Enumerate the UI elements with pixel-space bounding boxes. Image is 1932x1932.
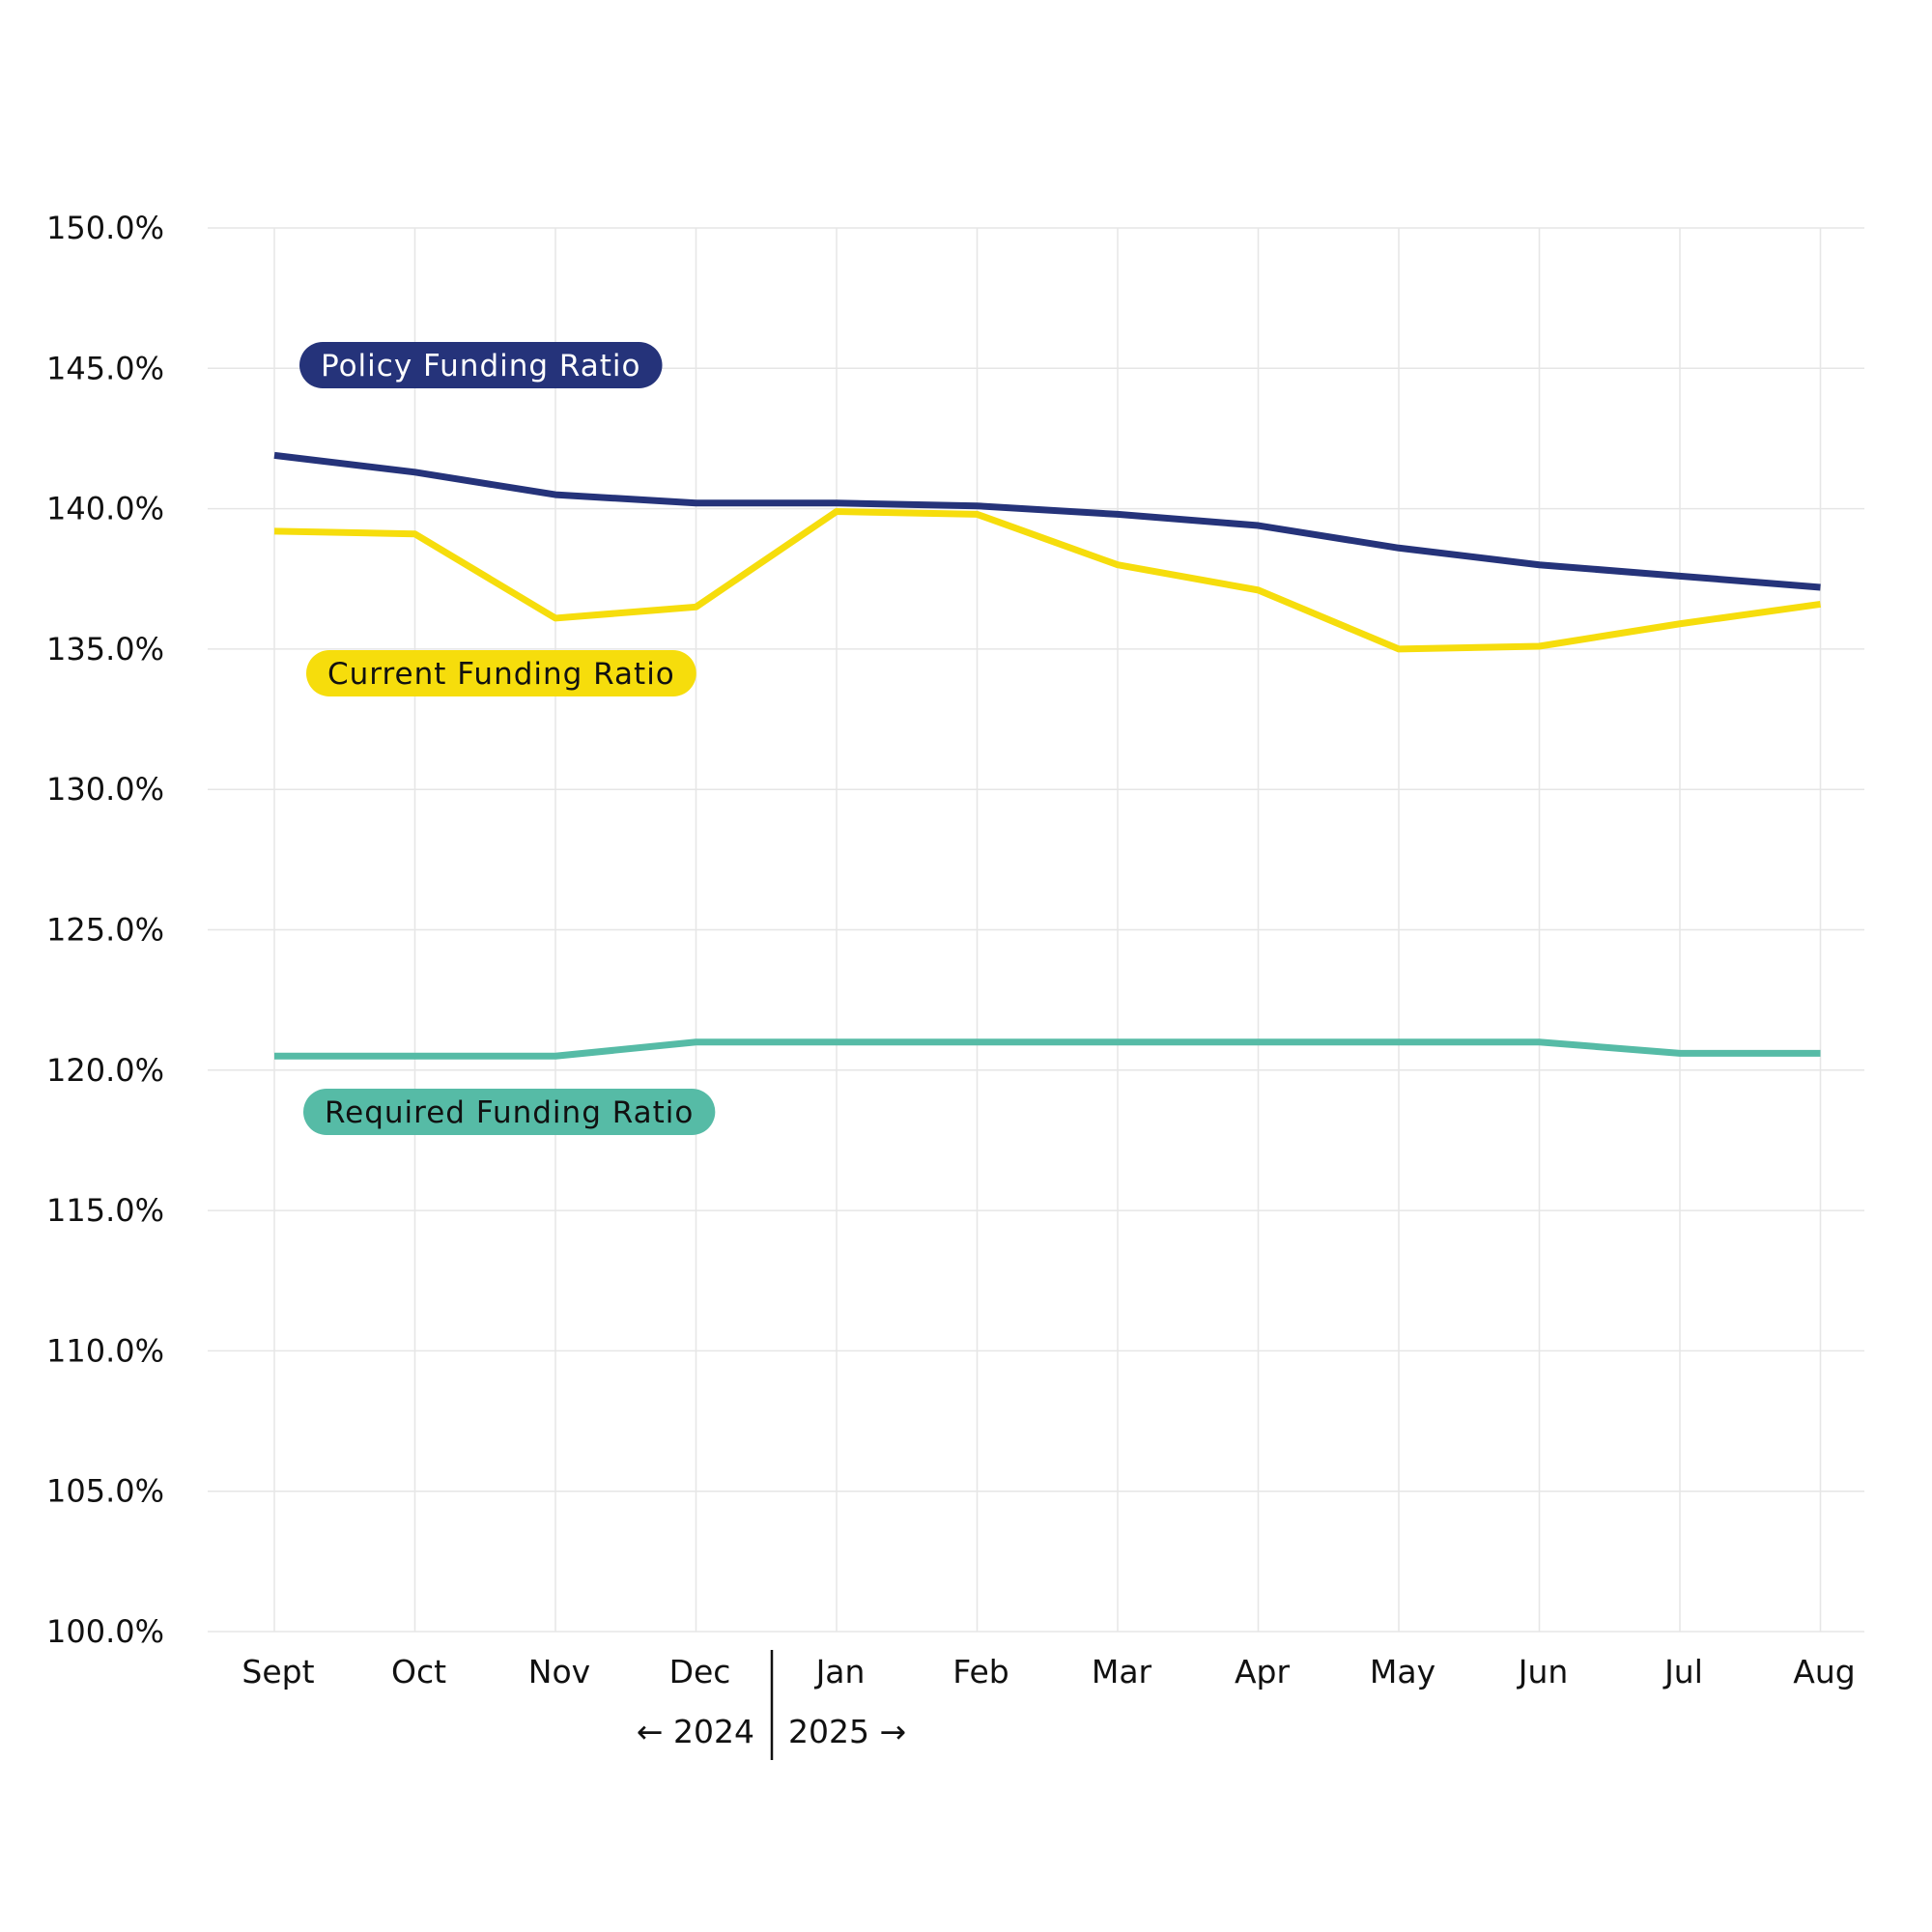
x-tick-label: Aug (1793, 1653, 1855, 1690)
legend-label-required-funding-ratio: Required Funding Ratio (325, 1095, 694, 1130)
x-tick-label: Feb (952, 1653, 1009, 1690)
y-tick-label: 115.0% (46, 1192, 164, 1229)
legend-required-funding-ratio: Required Funding Ratio (303, 1089, 716, 1135)
y-tick-label: 130.0% (46, 771, 164, 808)
y-tick-label: 125.0% (46, 912, 164, 949)
x-tick-label: Jun (1517, 1653, 1569, 1690)
x-tick-label: Nov (528, 1653, 590, 1690)
x-tick-label: Jul (1662, 1653, 1703, 1690)
series-layer (273, 451, 1821, 1060)
legend-label-current-funding-ratio: Current Funding Ratio (327, 657, 675, 692)
y-tick-label: 110.0% (46, 1332, 164, 1369)
x-tick-label: Dec (669, 1653, 731, 1690)
y-tick-label: 145.0% (46, 350, 164, 386)
legend-pill-policy-funding-ratio (299, 342, 663, 388)
x-tick-label: Sept (242, 1653, 314, 1690)
legend-pill-required-funding-ratio (303, 1089, 716, 1135)
x-tick-label: Oct (391, 1653, 446, 1690)
y-tick-label: 105.0% (46, 1473, 164, 1510)
x-tick-label: Apr (1235, 1653, 1291, 1690)
legend-layer: Policy Funding Ratio Current Funding Rati… (299, 342, 716, 1135)
legend-label-policy-funding-ratio: Policy Funding Ratio (321, 349, 641, 384)
year-label-2025: 2025 → (788, 1713, 906, 1750)
year-label-2024: ← 2024 (637, 1713, 754, 1750)
x-tick-label: Mar (1092, 1653, 1152, 1690)
y-tick-label: 150.0% (46, 210, 164, 246)
y-axis: 100.0% 105.0% 110.0% 115.0% 120.0% 125.0% 130.… (46, 210, 164, 1650)
series-line-policy-funding-ratio (273, 451, 1821, 591)
x-tick-label: May (1370, 1653, 1435, 1690)
x-tick-label: Jan (814, 1653, 866, 1690)
year-markers: ← 2024 2025 → (637, 1650, 906, 1760)
y-tick-label: 135.0% (46, 631, 164, 668)
x-axis: Sept Oct Nov Dec Jan Feb Mar Apr May Jun Jul Aug (242, 1653, 1855, 1690)
legend-policy-funding-ratio: Policy Funding Ratio (299, 342, 663, 388)
series-line-current-funding-ratio (273, 508, 1821, 653)
series-line-required-funding-ratio (274, 1038, 1821, 1060)
y-tick-label: 100.0% (46, 1613, 164, 1650)
legend-pill-current-funding-ratio (306, 650, 696, 696)
legend-current-funding-ratio: Current Funding Ratio (306, 650, 696, 696)
grid-layer (208, 227, 1864, 1633)
y-tick-label: 140.0% (46, 491, 164, 527)
y-tick-label: 120.0% (46, 1052, 164, 1089)
